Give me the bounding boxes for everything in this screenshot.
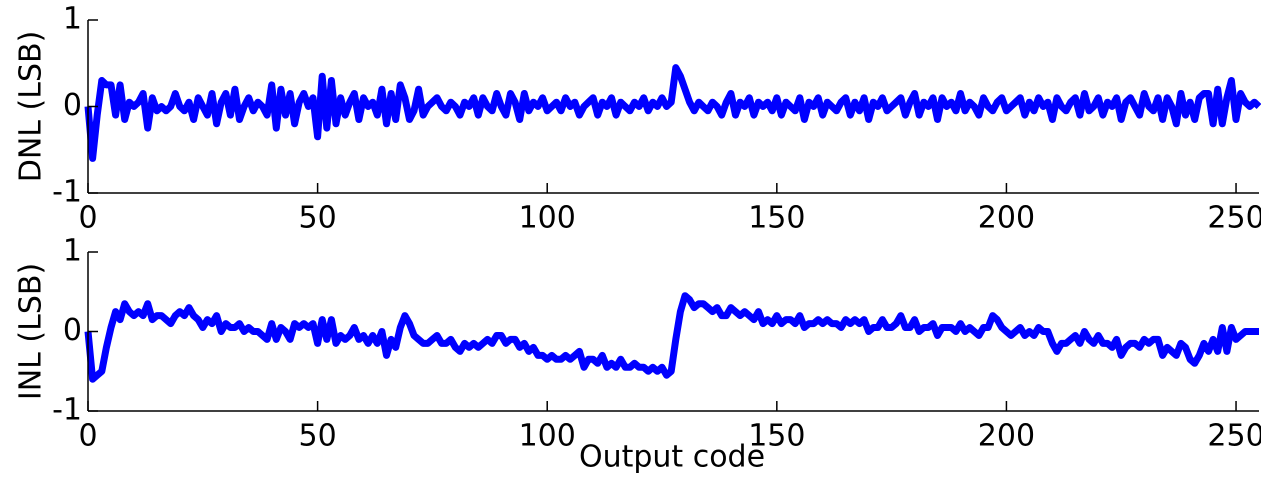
x-tick-label: 150 xyxy=(748,419,805,454)
y-tick-label: 1 xyxy=(63,234,82,269)
x-axis-label: Output code xyxy=(579,440,765,475)
y-tick-label: 1 xyxy=(63,2,82,37)
x-tick-label: 100 xyxy=(519,201,576,236)
x-tick-label: 50 xyxy=(299,419,337,454)
x-tick-label: 200 xyxy=(978,419,1035,454)
y-axis-label: DNL (LSB) xyxy=(14,31,49,183)
x-tick-label: 250 xyxy=(1207,201,1261,236)
data-line xyxy=(84,292,1259,383)
x-tick-label: 0 xyxy=(78,419,97,454)
x-tick-label: 200 xyxy=(978,201,1035,236)
x-tick-label: 50 xyxy=(299,201,337,236)
y-tick-label: 0 xyxy=(63,313,82,348)
y-tick-label: 0 xyxy=(63,88,82,123)
x-tick-label: 150 xyxy=(748,201,805,236)
x-tick-label: 100 xyxy=(519,419,576,454)
data-line xyxy=(84,64,1261,162)
y-tick-label: -1 xyxy=(52,393,82,428)
x-tick-label: 0 xyxy=(78,201,97,236)
y-axis-label: INL (LSB) xyxy=(14,263,49,400)
y-tick-label: -1 xyxy=(52,175,82,210)
x-tick-label: 250 xyxy=(1207,419,1261,454)
